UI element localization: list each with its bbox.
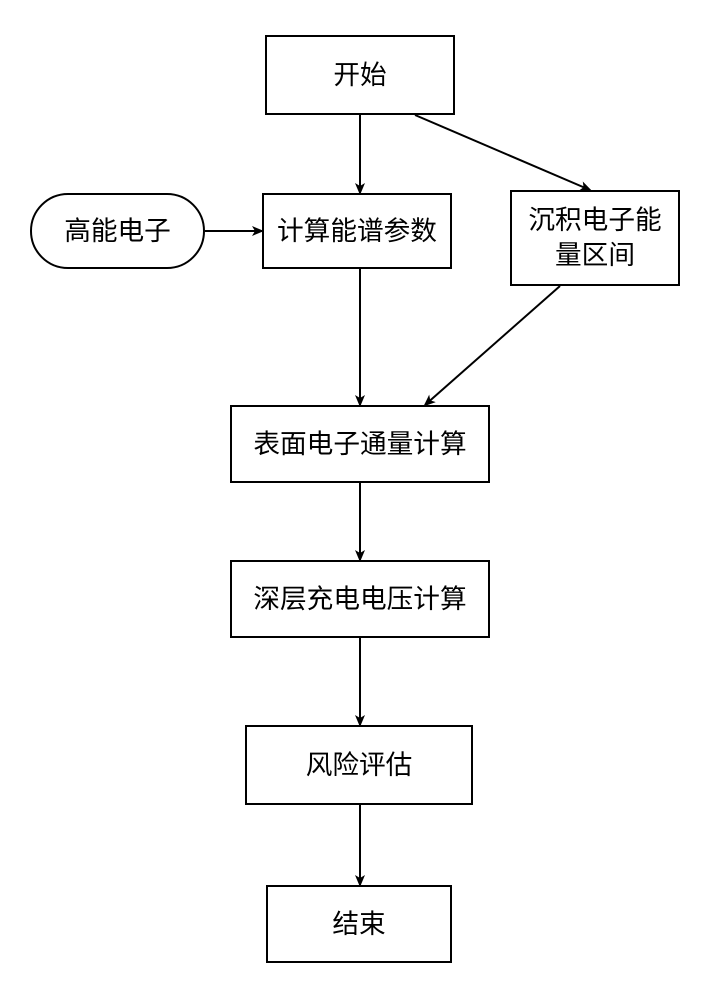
- energy-range-label: 沉积电子能 量区间: [528, 203, 661, 272]
- edge-start-energy_range: [415, 115, 590, 190]
- flux-label: 表面电子通量计算: [253, 427, 466, 462]
- end-label: 结束: [332, 907, 385, 942]
- high-energy-node: 高能电子: [30, 193, 205, 269]
- flux-node: 表面电子通量计算: [230, 405, 490, 483]
- edges-layer: [0, 0, 702, 1000]
- end-node: 结束: [266, 885, 452, 963]
- calc-spec-node: 计算能谱参数: [262, 193, 452, 269]
- voltage-label: 深层充电电压计算: [253, 582, 466, 617]
- voltage-node: 深层充电电压计算: [230, 560, 490, 638]
- high-energy-label: 高能电子: [64, 214, 171, 249]
- risk-label: 风险评估: [306, 748, 413, 783]
- calc-spec-label: 计算能谱参数: [277, 214, 437, 249]
- start-label: 开始: [333, 58, 386, 93]
- edge-energy_range-flux: [425, 286, 560, 405]
- risk-node: 风险评估: [245, 725, 473, 805]
- energy-range-node: 沉积电子能 量区间: [510, 190, 680, 286]
- start-node: 开始: [265, 35, 455, 115]
